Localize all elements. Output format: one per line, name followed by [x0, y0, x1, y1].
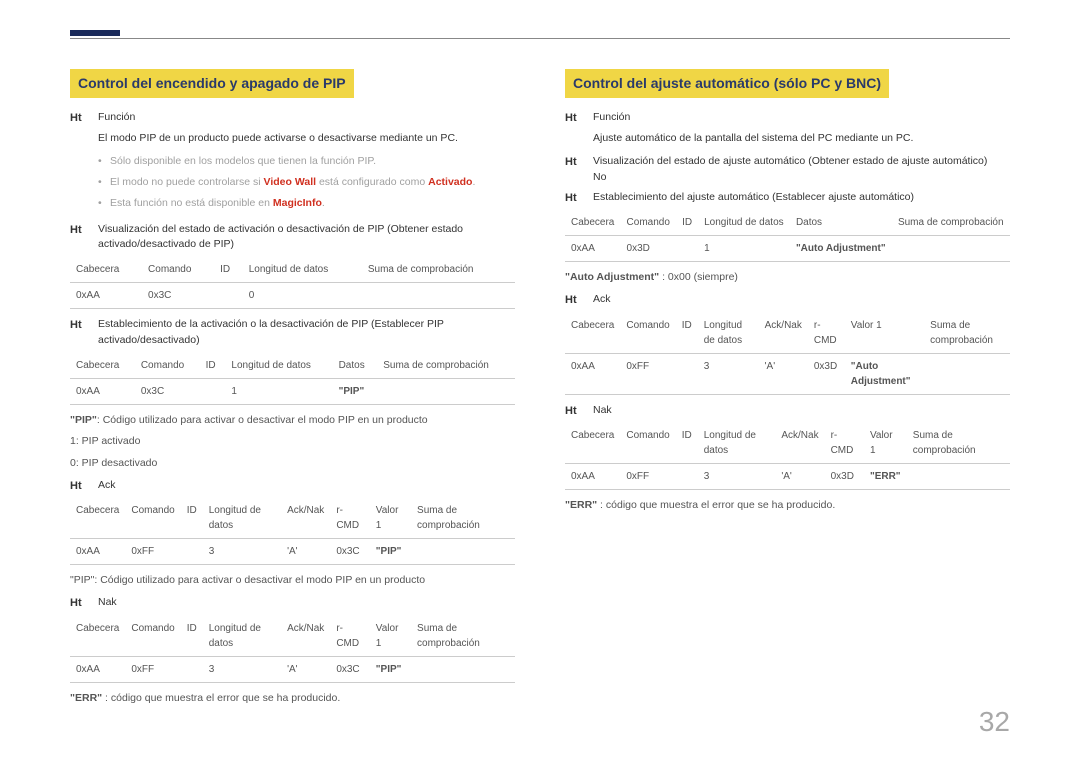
- table-4: Cabecera Comando ID Longitud de datos Ac…: [70, 616, 515, 683]
- ht-est: Ht Establecimiento de la activación o la…: [70, 317, 515, 349]
- funcion-label: Función: [98, 110, 515, 126]
- left-section-title: Control del encendido y apagado de PIP: [70, 69, 354, 98]
- content-columns: Control del encendido y apagado de PIP H…: [70, 69, 1010, 712]
- bullet-list: Sólo disponible en los modelos que tiene…: [98, 154, 515, 211]
- ht-est-r: Ht Establecimiento del ajuste automático…: [565, 190, 1010, 207]
- err-note-right: "ERR" : código que muestra el error que …: [565, 498, 1010, 514]
- pip-note2: "PIP": Código utilizado para activar o d…: [70, 573, 515, 589]
- ht-funcion: Ht Función: [70, 110, 515, 127]
- ht-funcion-r: Ht Función: [565, 110, 1010, 127]
- bullet-3: Esta función no está disponible en Magic…: [98, 196, 515, 212]
- ht-ack-r: Ht Ack: [565, 292, 1010, 309]
- header-divider: [70, 38, 1010, 39]
- table-r1: Cabecera Comando ID Longitud de datos Da…: [565, 210, 1010, 262]
- pip-note: "PIP": Código utilizado para activar o d…: [70, 413, 515, 429]
- ht-ack: Ht Ack: [70, 478, 515, 495]
- table-2: Cabecera Comando ID Longitud de datos Da…: [70, 353, 515, 405]
- ht-vis-r: Ht Visualización del estado de ajuste au…: [565, 154, 1010, 186]
- table-r2: Cabecera Comando ID Longitud de datos Ac…: [565, 313, 1010, 395]
- ht-vis: Ht Visualización del estado de activació…: [70, 222, 515, 254]
- table-1: Cabecera Comando ID Longitud de datos Su…: [70, 257, 515, 309]
- right-section-title: Control del ajuste automático (sólo PC y…: [565, 69, 889, 98]
- funcion-desc: El modo PIP de un producto puede activar…: [98, 131, 515, 147]
- header-accent-bar: [70, 30, 120, 36]
- ht-nak-r: Ht Nak: [565, 403, 1010, 420]
- pip-off: 0: PIP desactivado: [70, 456, 515, 472]
- page-number: 32: [979, 701, 1010, 743]
- table-r3: Cabecera Comando ID Longitud de datos Ac…: [565, 423, 1010, 490]
- pip-on: 1: PIP activado: [70, 434, 515, 450]
- auto-note: "Auto Adjustment" : 0x00 (siempre): [565, 270, 1010, 286]
- left-column: Control del encendido y apagado de PIP H…: [70, 69, 515, 712]
- err-note-left: "ERR" : código que muestra el error que …: [70, 691, 515, 707]
- ht-nak: Ht Nak: [70, 595, 515, 612]
- bullet-2: El modo no puede controlarse si Video Wa…: [98, 175, 515, 191]
- table-3: Cabecera Comando ID Longitud de datos Ac…: [70, 498, 515, 565]
- funcion-desc-r: Ajuste automático de la pantalla del sis…: [593, 131, 1010, 147]
- bullet-1: Sólo disponible en los modelos que tiene…: [98, 154, 515, 170]
- right-column: Control del ajuste automático (sólo PC y…: [565, 69, 1010, 712]
- ht-label: Ht: [70, 110, 88, 127]
